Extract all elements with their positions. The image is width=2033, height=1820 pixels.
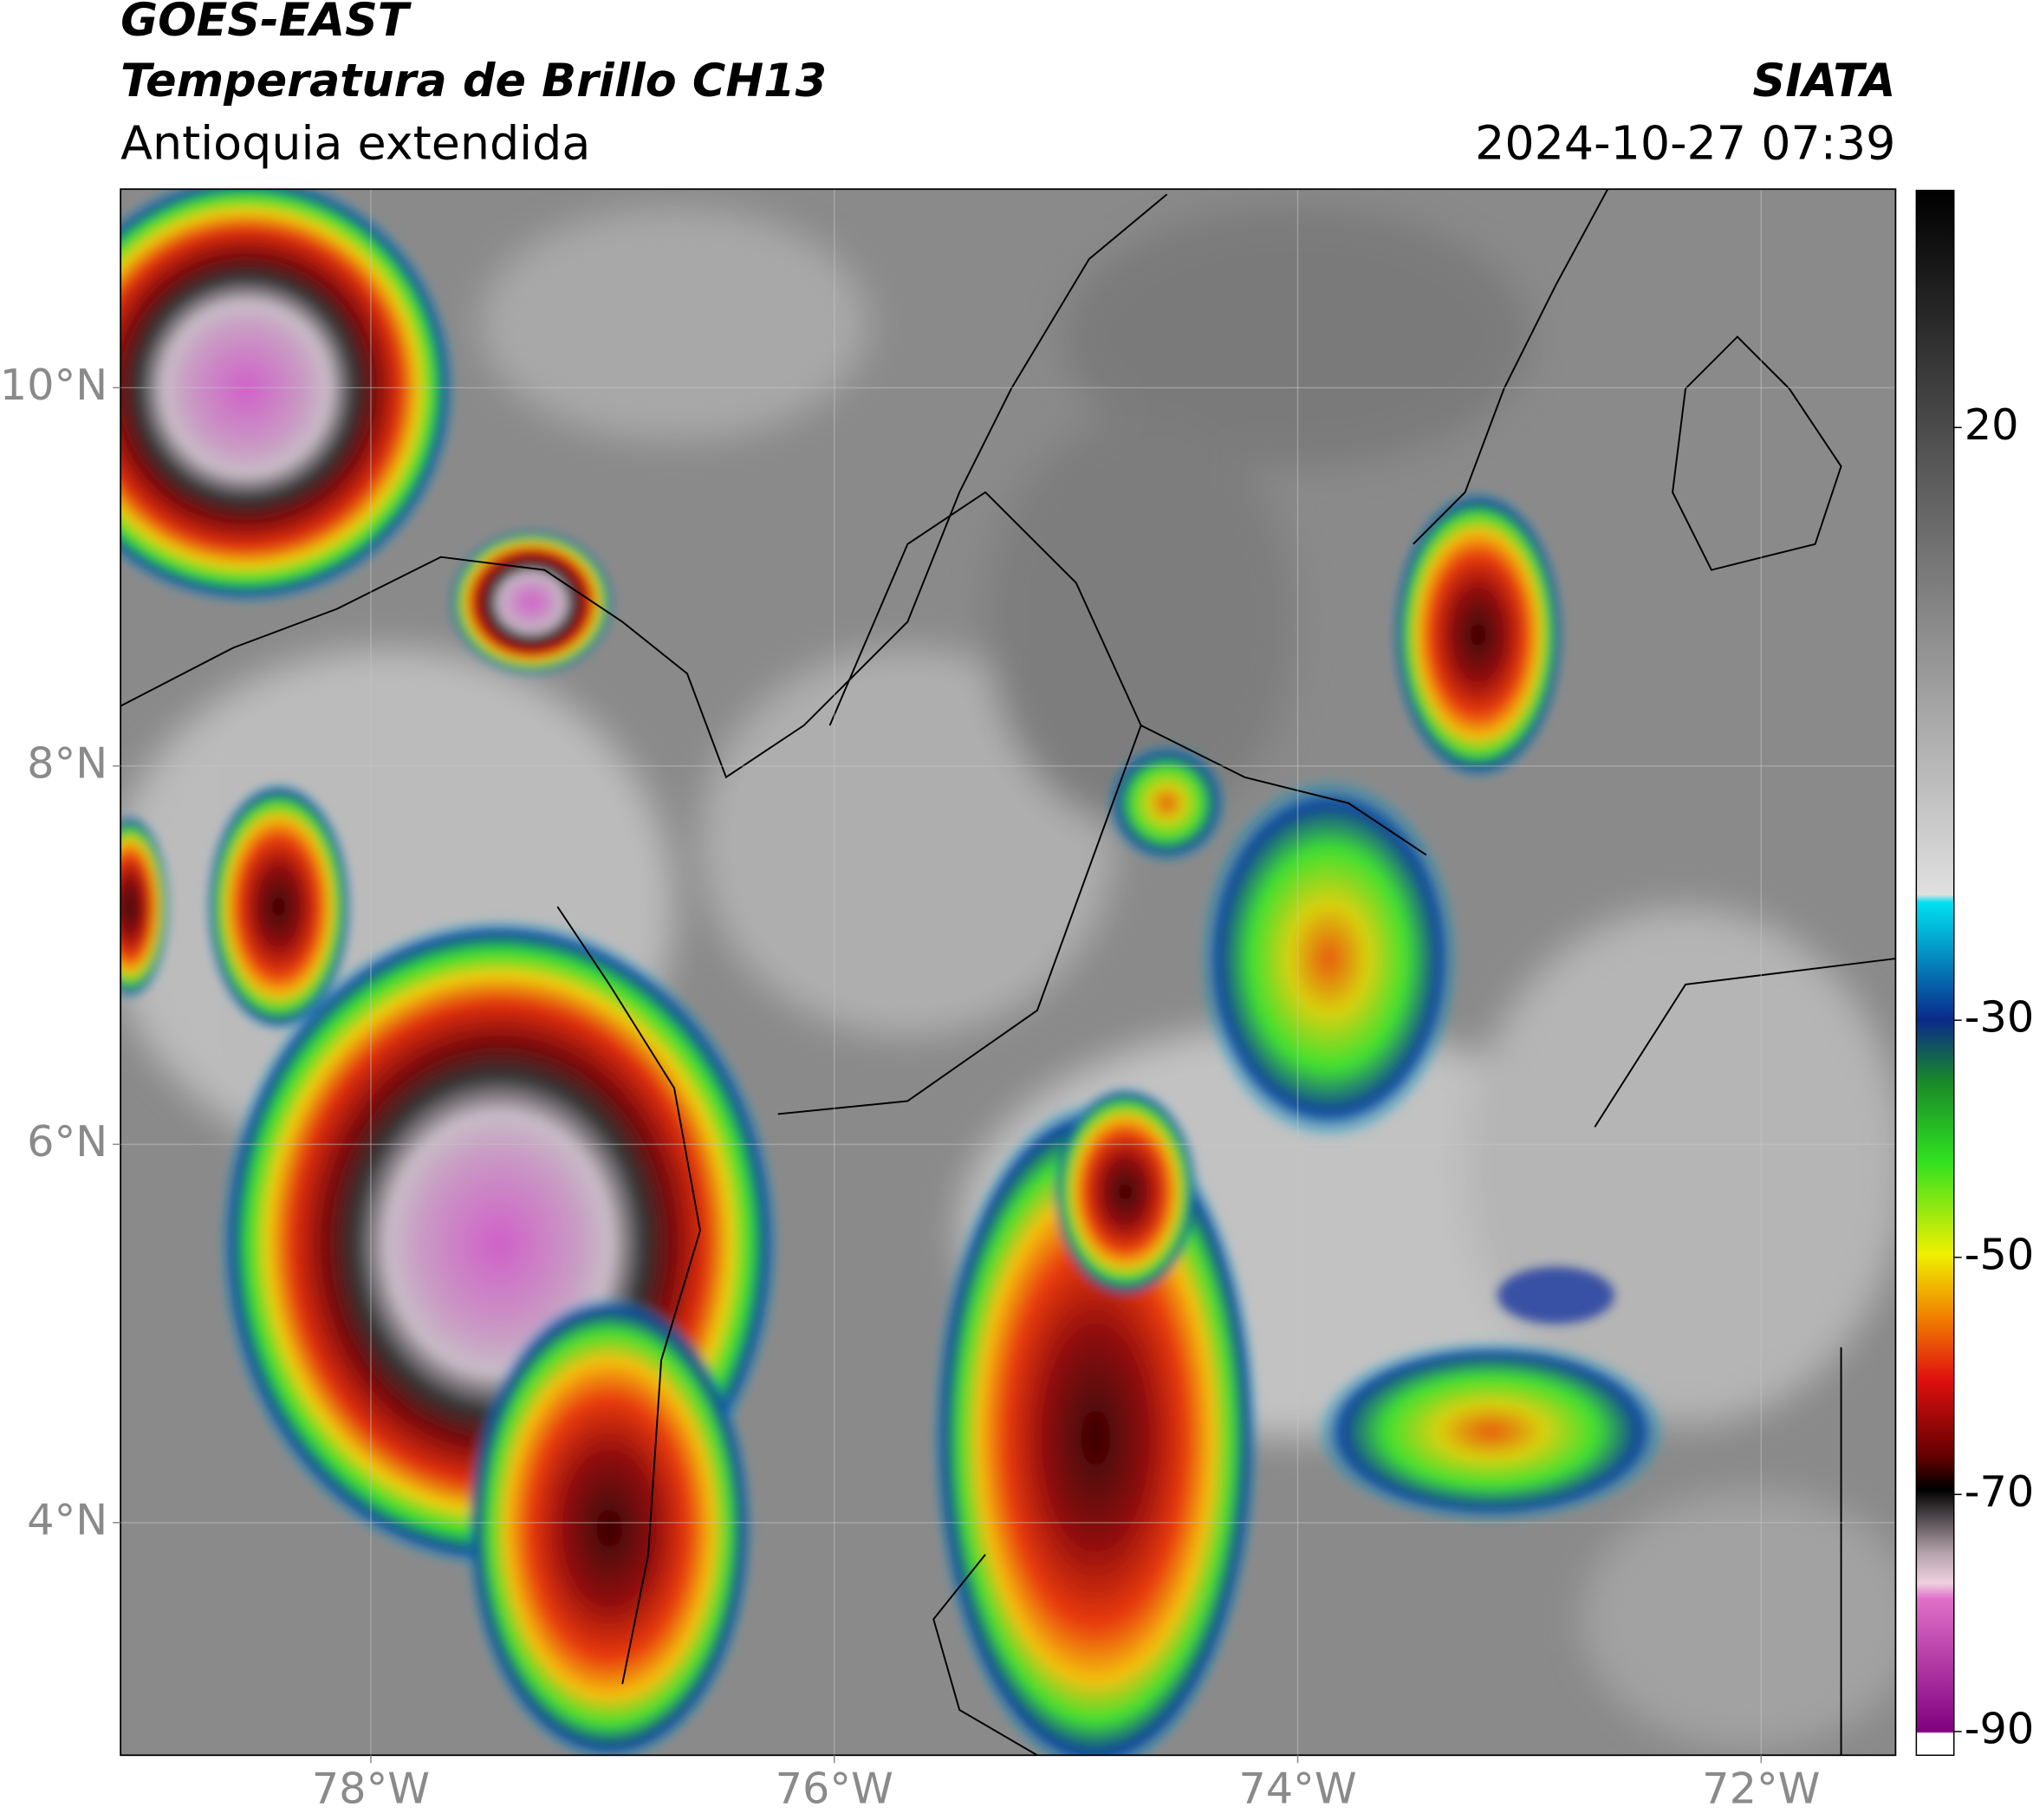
title: GOES-EAST (120, 0, 412, 47)
y-tick-label: 8°N (27, 738, 107, 788)
y-tick-label: 10°N (0, 360, 107, 410)
colorbar (1915, 189, 1955, 1757)
colorbar-tick-label: -50 (1965, 1229, 2033, 1279)
colorbar-tick-label: 20 (1965, 400, 2019, 450)
x-tick-label: 72°W (1702, 1764, 1820, 1814)
colorbar-tick-label: -90 (1965, 1703, 2033, 1753)
y-tick-label: 4°N (27, 1494, 107, 1544)
region: Antioquia extendida (120, 116, 590, 171)
grid (120, 189, 1896, 1756)
x-tick-label: 74°W (1238, 1764, 1356, 1814)
map-frame (120, 188, 1897, 1757)
colorbar-tick-label: -70 (1965, 1466, 2033, 1517)
colorbar-tick-label: -30 (1965, 992, 2033, 1043)
source: SIATA (1753, 55, 1896, 107)
datetime: 2024-10-27 07:39 (1475, 116, 1895, 171)
x-tick-label: 76°W (776, 1764, 893, 1814)
y-tick-label: 6°N (27, 1116, 107, 1167)
satellite-image (120, 189, 1896, 1756)
subtitle: Temperatura de Brillo CH13 (120, 55, 827, 107)
x-tick-label: 78°W (312, 1764, 430, 1814)
